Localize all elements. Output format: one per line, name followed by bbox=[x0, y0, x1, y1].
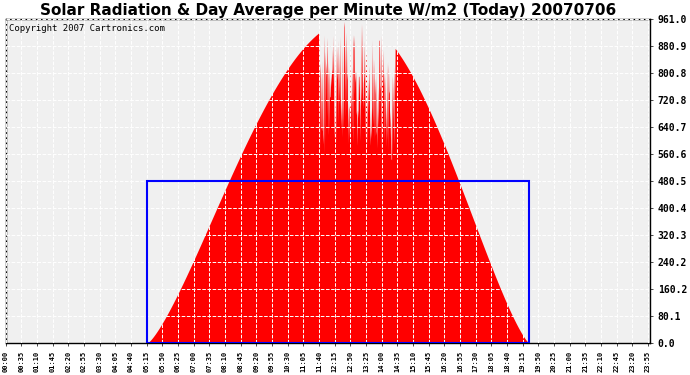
Text: Copyright 2007 Cartronics.com: Copyright 2007 Cartronics.com bbox=[9, 24, 165, 33]
Bar bbox=[147, 181, 529, 344]
Title: Solar Radiation & Day Average per Minute W/m2 (Today) 20070706: Solar Radiation & Day Average per Minute… bbox=[40, 3, 616, 18]
